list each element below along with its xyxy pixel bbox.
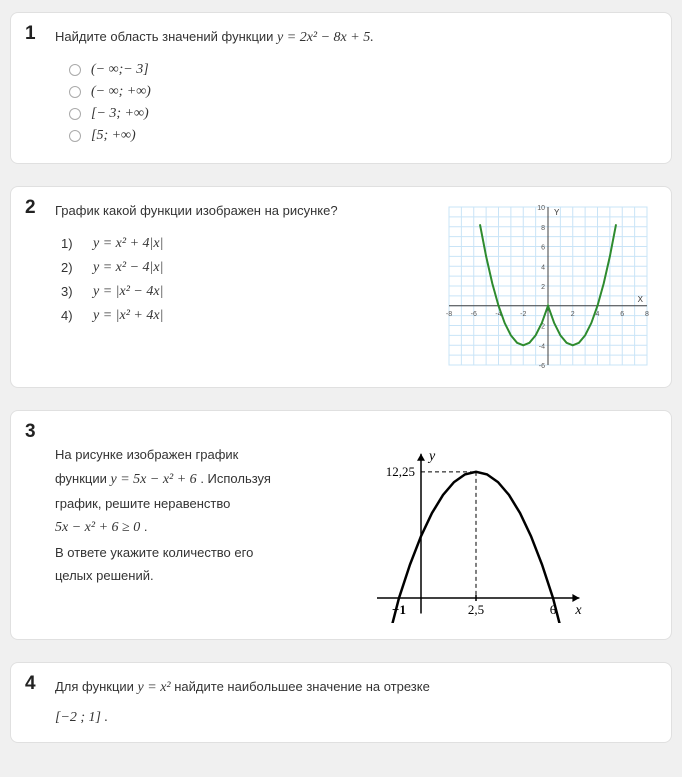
q2-options: 1) y = x² + 4|x| 2) y = x² − 4|x| 3) y =… [55,232,427,328]
question-text: Найдите область значений функции y = 2x²… [55,27,653,49]
radio-icon [69,64,81,76]
q1-option[interactable]: (− ∞; +∞) [69,81,653,103]
q1-option-label: (− ∞;− 3] [91,62,149,78]
svg-text:-8: -8 [446,311,452,318]
svg-text:4: 4 [541,265,545,272]
q3-line: целых решений. [55,568,154,583]
svg-text:2: 2 [571,311,575,318]
q1-option-label: (− ∞; +∞) [91,84,151,100]
svg-text:y: y [427,449,436,464]
svg-text:6: 6 [620,311,624,318]
q2-chart: -8-6-4-22468-6-4-2246810XY [443,201,653,371]
question-2-card: 2 График какой функции изображен на рису… [10,186,672,388]
question-number: 2 [25,197,36,219]
svg-text:2: 2 [541,284,545,291]
q2-option-index: 4) [61,308,83,324]
radio-icon [69,108,81,120]
svg-text:10: 10 [537,205,545,212]
svg-text:6: 6 [550,602,557,617]
q3-line: . Используя [200,471,271,486]
svg-text:-6: -6 [471,311,477,318]
q1-prompt: Найдите область значений функции [55,29,277,44]
question-4-card: 4 Для функции y = x² найдите наибольшее … [10,662,672,742]
q2-option-index: 3) [61,284,83,300]
question-number: 4 [25,673,36,695]
svg-text:-4: -4 [539,344,545,351]
q4-formula: y = x² [138,680,171,695]
q1-option-label: [5; +∞) [91,128,136,144]
svg-text:2,5: 2,5 [468,602,484,617]
svg-text:−1: −1 [392,602,406,617]
q3-formula: 5x − x² + 6 ≥ 0 [55,520,140,535]
q2-prompt: График какой функции изображен на рисунк… [55,201,415,222]
q2-option-formula: y = |x² + 4x| [93,308,163,324]
svg-text:X: X [638,295,644,304]
svg-text:12,25: 12,25 [386,464,415,479]
q3-text: На рисунке изображен график функции y = … [55,443,355,587]
q3-line: . [144,519,148,534]
question-number: 1 [25,23,36,45]
q1-option-label: [− 3; +∞) [91,106,149,122]
svg-text:-2: -2 [520,311,526,318]
q1-options: (− ∞;− 3] (− ∞; +∞) [− 3; +∞) [5; +∞) [55,59,653,147]
q1-option[interactable]: [− 3; +∞) [69,103,653,125]
q1-option[interactable]: [5; +∞) [69,125,653,147]
q2-option-formula: y = x² + 4|x| [93,236,163,252]
q2-option-formula: y = |x² − 4x| [93,284,163,300]
q3-chart: y x 12,25 −1 2,5 6 [371,443,601,623]
question-3-card: 3 На рисунке изображен график функции y … [10,410,672,640]
q3-formula: y = 5x − x² + 6 [111,472,197,487]
question-1-card: 1 Найдите область значений функции y = 2… [10,12,672,164]
q2-option[interactable]: 3) y = |x² − 4x| [61,280,427,304]
svg-text:Y: Y [554,208,560,217]
svg-text:-6: -6 [539,363,545,370]
q1-option[interactable]: (− ∞;− 3] [69,59,653,81]
q4-part: Для функции [55,679,138,694]
q4-text: Для функции y = x² найдите наибольшее зн… [55,677,653,699]
q3-line: На рисунке изображен график [55,447,238,462]
radio-icon [69,130,81,142]
q2-option-formula: y = x² − 4|x| [93,260,163,276]
q2-option[interactable]: 4) y = |x² + 4x| [61,304,427,328]
svg-text:6: 6 [541,245,545,252]
q2-option[interactable]: 1) y = x² + 4|x| [61,232,427,256]
q3-line: В ответе укажите количество его [55,545,253,560]
svg-text:8: 8 [645,311,649,318]
q2-option-index: 2) [61,260,83,276]
svg-text:8: 8 [541,225,545,232]
q3-line: график, решите неравенство [55,496,230,511]
q2-option-index: 1) [61,236,83,252]
radio-icon [69,86,81,98]
q4-part: найдите наибольшее значение на отрезке [174,679,430,694]
q2-option[interactable]: 2) y = x² − 4|x| [61,256,427,280]
q1-formula: y = 2x² − 8x + 5. [277,30,374,45]
q3-line: функции [55,471,111,486]
question-number: 3 [25,421,36,443]
svg-text:x: x [574,603,582,618]
q4-interval: [−2 ; 1] . [55,710,653,726]
